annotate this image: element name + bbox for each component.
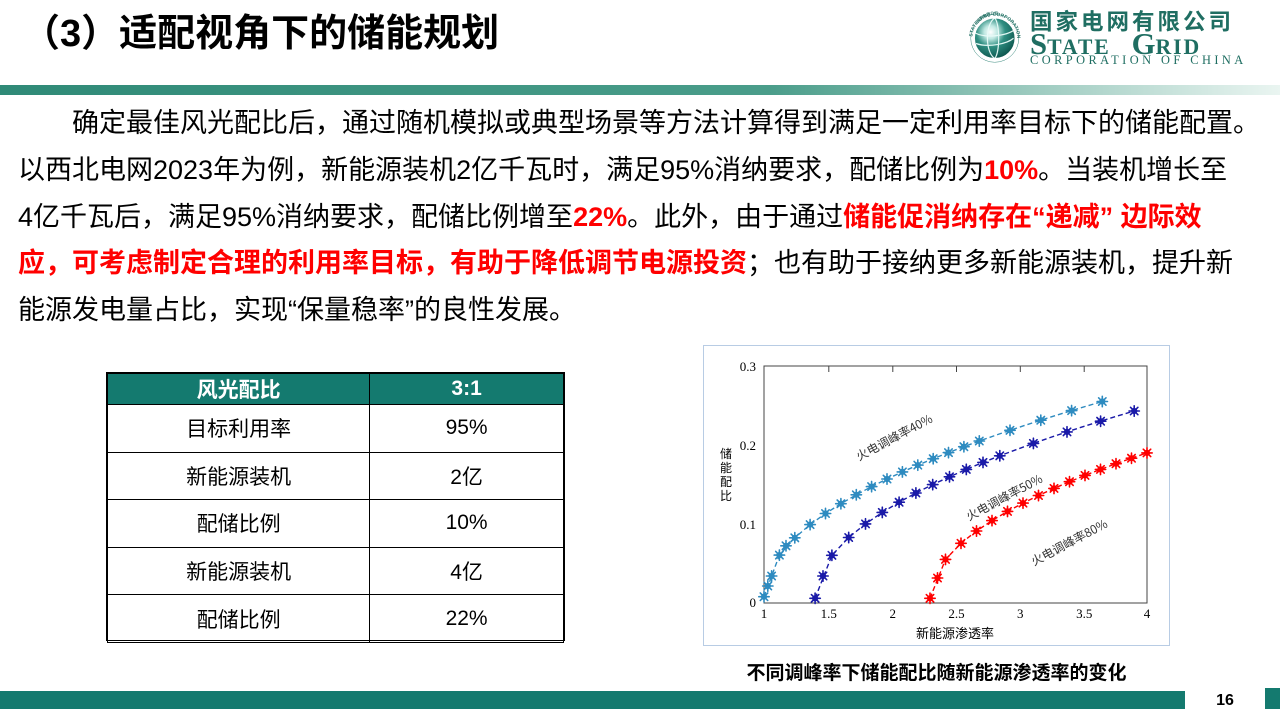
svg-text:0.1: 0.1 <box>740 517 756 532</box>
svg-text:3: 3 <box>1017 606 1024 621</box>
svg-text:3.5: 3.5 <box>1076 606 1092 621</box>
svg-text:火电调峰率40%: 火电调峰率40% <box>853 410 935 465</box>
svg-text:新能源渗透率: 新能源渗透率 <box>916 623 994 642</box>
svg-text:火电调峰率80%: 火电调峰率80% <box>1028 515 1110 570</box>
svg-text:0.3: 0.3 <box>740 359 756 374</box>
svg-text:CORPORATION OF CHINA: CORPORATION OF CHINA <box>1030 53 1247 67</box>
svg-text:2.5: 2.5 <box>948 606 964 621</box>
svg-text:火电调峰率50%: 火电调峰率50% <box>963 470 1045 525</box>
svg-text:2: 2 <box>890 606 897 621</box>
svg-text:0.2: 0.2 <box>740 438 756 453</box>
svg-text:0: 0 <box>750 595 757 610</box>
svg-text:比: 比 <box>720 487 732 504</box>
svg-text:4: 4 <box>1144 606 1151 621</box>
svg-text:1.5: 1.5 <box>821 606 837 621</box>
svg-text:1: 1 <box>761 606 768 621</box>
